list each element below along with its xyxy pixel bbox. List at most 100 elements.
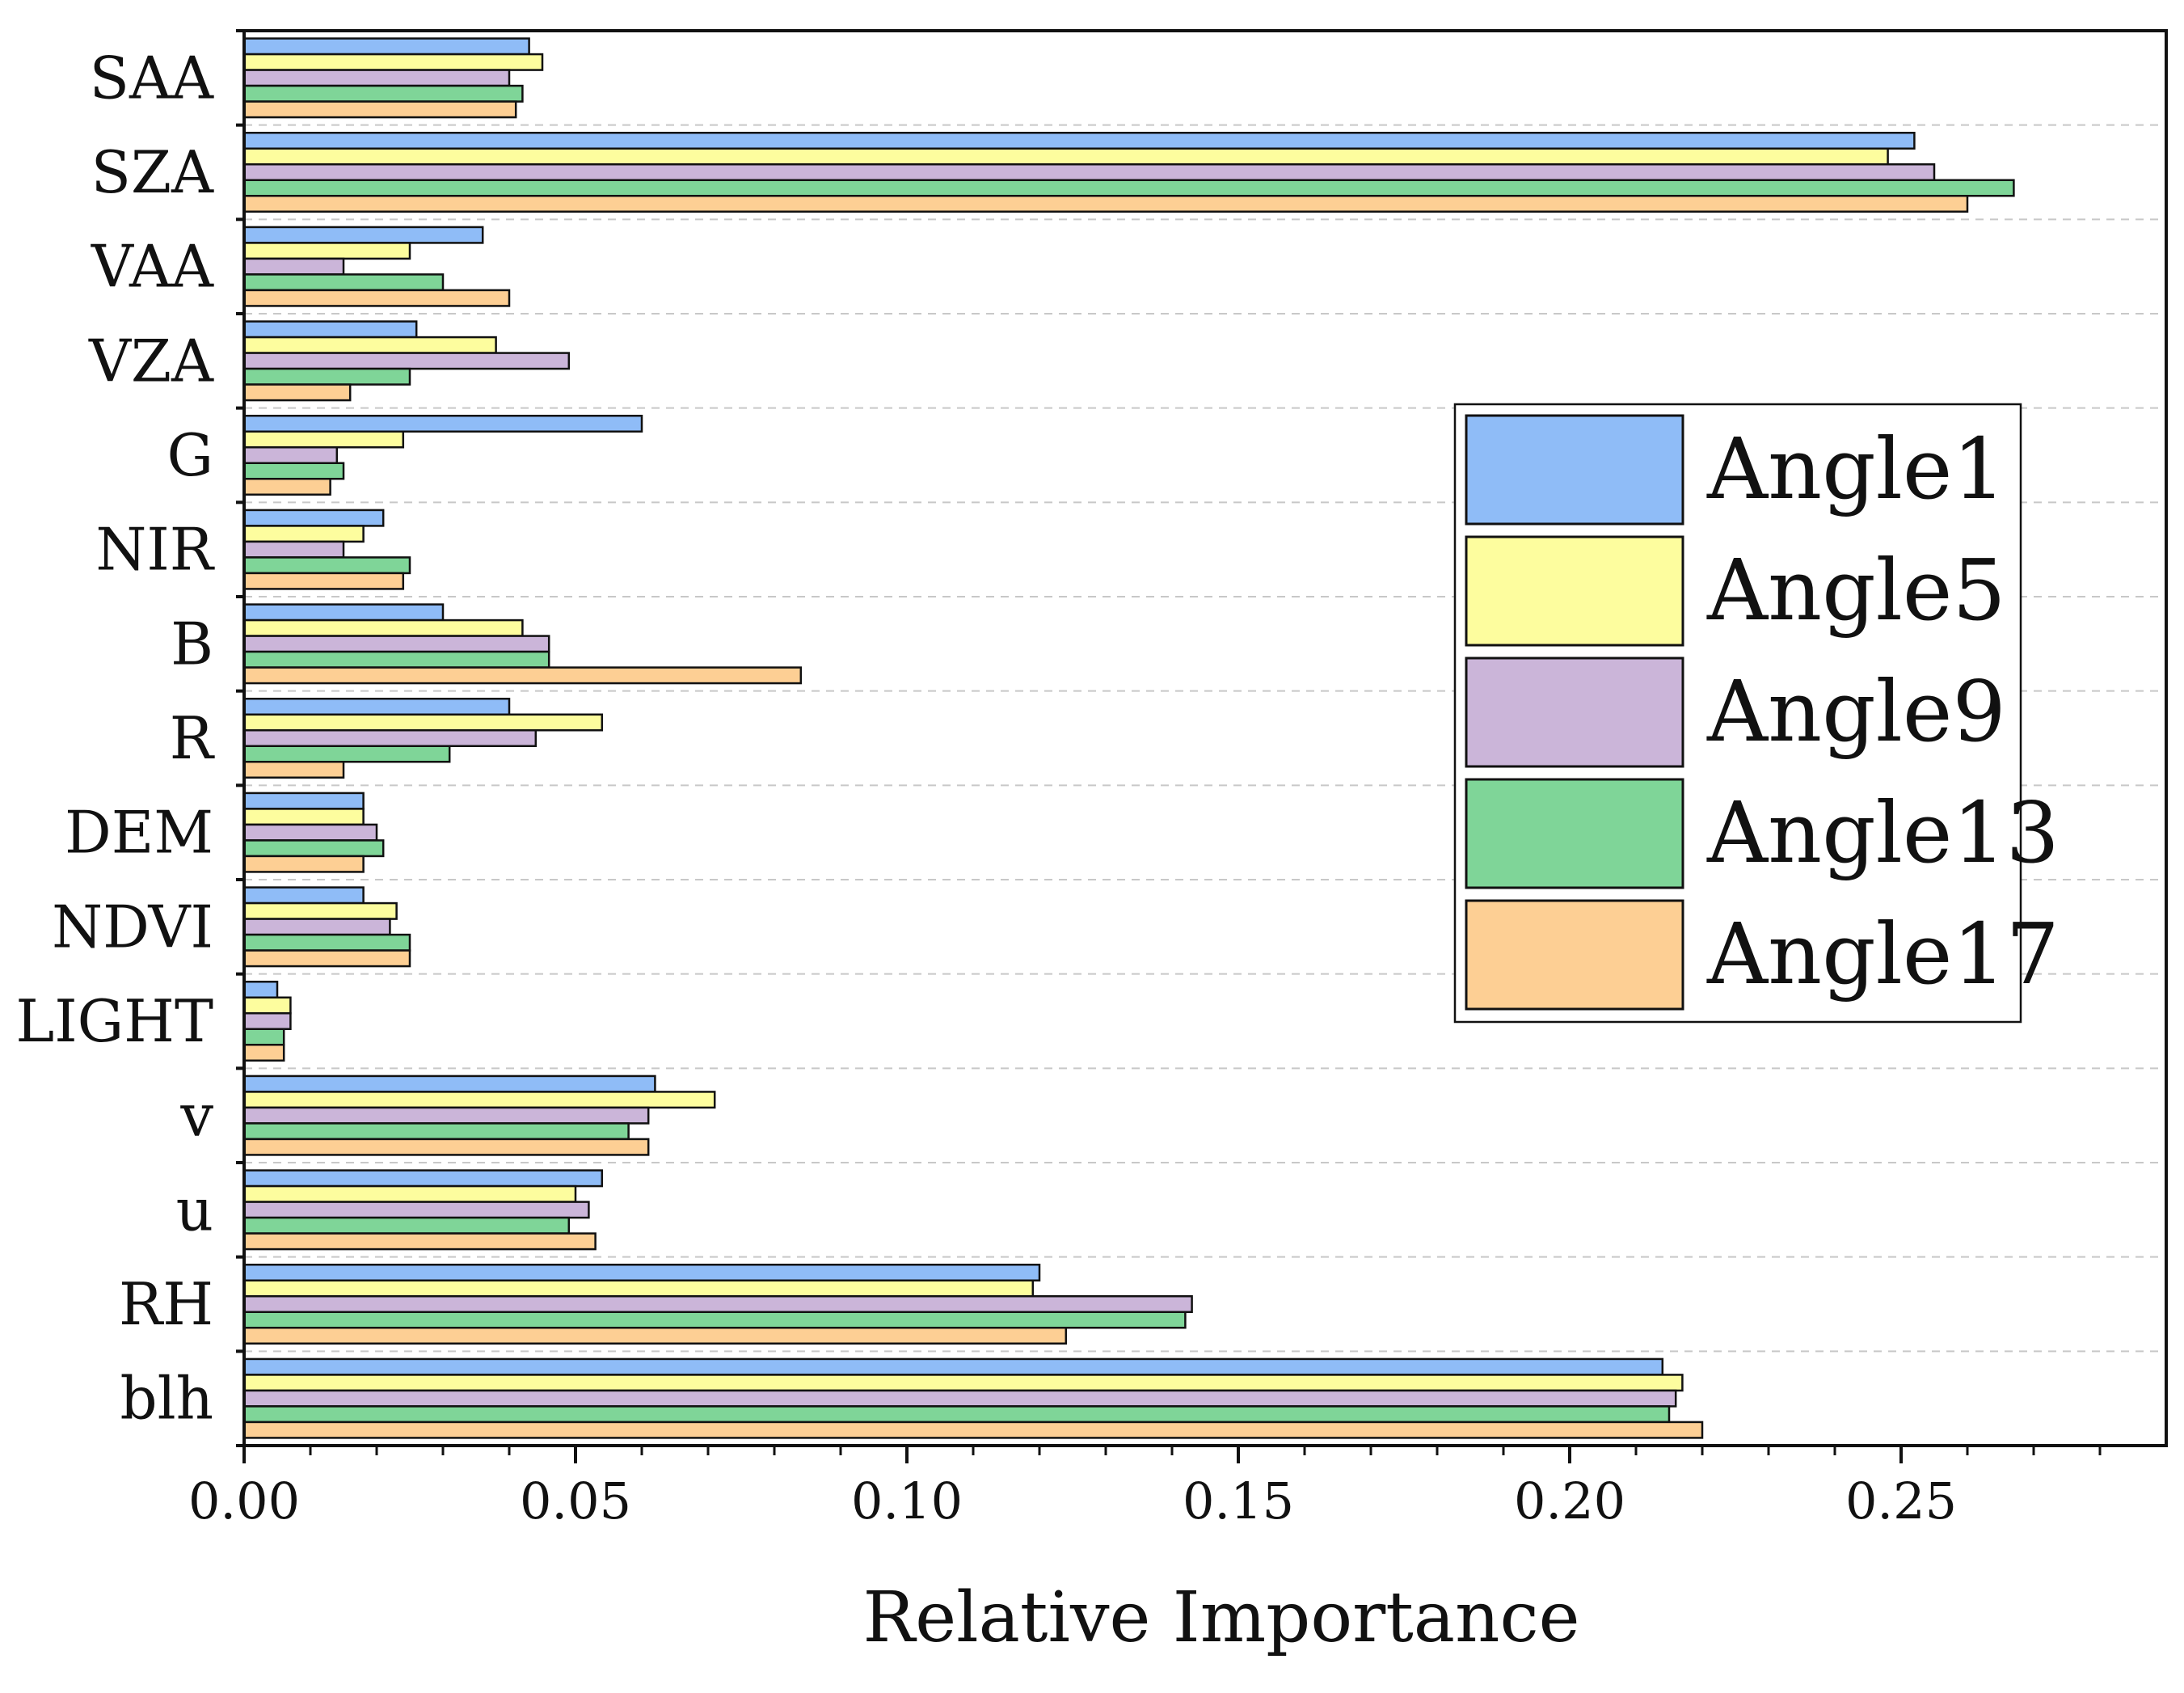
bar-nir-angle5: [242, 525, 365, 543]
bar-v-angle5: [242, 1091, 716, 1109]
legend-label-angle1: Angle1: [1706, 420, 2006, 518]
category-label-v: v: [179, 1082, 213, 1150]
category-label-saa: SAA: [90, 44, 214, 112]
bar-nir-angle17: [242, 572, 405, 590]
bar-saa-angle17: [242, 100, 517, 119]
bar-b-angle1: [242, 603, 445, 622]
bar-rh-angle17: [242, 1327, 1068, 1345]
legend-label-angle13: Angle13: [1706, 783, 2060, 882]
bar-light-angle1: [242, 981, 279, 998]
bar-u-angle17: [242, 1232, 597, 1251]
plot-frame: [242, 29, 2168, 1447]
bar-vza-angle1: [242, 320, 418, 339]
bar-vaa-angle13: [242, 273, 445, 292]
bar-b-angle5: [242, 619, 524, 637]
category-label-dem: DEM: [65, 799, 213, 867]
legend-swatch-angle1: [1465, 414, 1684, 526]
category-label-b: B: [171, 610, 213, 678]
bar-saa-angle5: [242, 53, 544, 71]
bar-r-angle9: [242, 729, 538, 747]
bar-v-angle17: [242, 1138, 650, 1156]
bar-dem-angle17: [242, 855, 365, 873]
category-label-rh: RH: [119, 1270, 213, 1338]
bar-blh-angle9: [242, 1389, 1677, 1408]
legend: Angle1 Angle5 Angle9 Angle13 Angle17: [1453, 403, 2060, 1024]
category-label-nir: NIR: [95, 516, 214, 584]
category-label-vza: VZA: [88, 327, 214, 395]
category-label-blh: blh: [120, 1365, 214, 1433]
legend-swatch-angle9: [1465, 657, 1684, 768]
bar-sza-angle17: [242, 195, 1969, 213]
bar-light-angle5: [242, 996, 292, 1015]
legend-label-angle9: Angle9: [1706, 662, 2006, 761]
legend-swatch-angle5: [1465, 535, 1684, 647]
category-label-sza: SZA: [91, 138, 214, 206]
bar-v-angle13: [242, 1122, 630, 1141]
bar-nir-angle1: [242, 509, 385, 527]
category-label-r: R: [170, 704, 215, 772]
x-axis-title: Relative Importance: [862, 1577, 1579, 1658]
category-label-ndvi: NDVI: [52, 893, 213, 960]
bar-light-angle9: [242, 1012, 292, 1030]
bar-r-angle5: [242, 713, 604, 732]
bar-u-angle1: [242, 1169, 604, 1188]
x-tick-label: 0.05: [520, 1471, 631, 1530]
bar-light-angle13: [242, 1028, 285, 1046]
bar-blh-angle17: [242, 1421, 1704, 1439]
bar-v-angle1: [242, 1074, 656, 1093]
bar-dem-angle1: [242, 792, 365, 810]
bar-r-angle17: [242, 761, 345, 779]
legend-swatch-angle13: [1465, 778, 1684, 889]
bar-ndvi-angle5: [242, 901, 398, 920]
bar-dem-angle9: [242, 823, 378, 842]
bar-vaa-angle5: [242, 242, 411, 260]
bar-ndvi-angle1: [242, 886, 365, 905]
bar-g-angle9: [242, 446, 339, 464]
bar-vaa-angle17: [242, 289, 511, 307]
bar-sza-angle1: [242, 132, 1916, 150]
bar-vza-angle17: [242, 383, 352, 402]
bar-b-angle17: [242, 666, 803, 685]
category-labels: SAA SZA VAA VZA G NIR BR DEM NDVI LIGHT vu RH blh: [15, 44, 214, 1432]
bar-dem-angle5: [242, 808, 365, 826]
bar-nir-angle9: [242, 540, 345, 559]
category-label-u: u: [176, 1176, 213, 1243]
legend-label-angle17: Angle17: [1706, 905, 2060, 1003]
x-tick-label: 0.15: [1183, 1471, 1294, 1530]
bar-vaa-angle1: [242, 226, 484, 244]
bar-ndvi-angle13: [242, 933, 411, 952]
bar-rh-angle1: [242, 1264, 1041, 1281]
bar-rh-angle13: [242, 1311, 1187, 1329]
bar-rh-angle9: [242, 1295, 1193, 1313]
x-tick-label: 0.20: [1514, 1471, 1625, 1530]
bar-nir-angle13: [242, 556, 411, 575]
bar-blh-angle1: [242, 1357, 1664, 1376]
x-tick-label: 0.10: [851, 1471, 963, 1530]
bar-vza-angle9: [242, 352, 571, 370]
category-label-light: LIGHT: [15, 987, 213, 1055]
bar-g-angle5: [242, 430, 405, 449]
bar-light-angle17: [242, 1044, 285, 1062]
bar-saa-angle13: [242, 84, 524, 103]
bar-rh-angle5: [242, 1279, 1035, 1298]
x-tick-label: 0.25: [1845, 1471, 1957, 1530]
bars: [242, 37, 2015, 1439]
x-tick-label: 0.00: [188, 1471, 300, 1530]
bar-dem-angle13: [242, 839, 385, 858]
bar-g-angle13: [242, 462, 345, 480]
bar-ndvi-angle9: [242, 918, 391, 936]
x-tick-labels: 0.00 0.05 0.10 0.15 0.20 0.25: [188, 1471, 1957, 1530]
bar-v-angle9: [242, 1106, 650, 1125]
category-label-g: G: [167, 421, 213, 489]
bar-u-angle13: [242, 1216, 571, 1235]
bar-blh-angle13: [242, 1405, 1671, 1424]
bar-vaa-angle9: [242, 257, 345, 276]
bar-sza-angle9: [242, 163, 1936, 181]
bar-r-angle1: [242, 698, 511, 716]
category-label-vaa: VAA: [91, 233, 214, 301]
legend-swatch-angle17: [1465, 899, 1684, 1011]
bar-sza-angle5: [242, 147, 1889, 166]
bar-saa-angle1: [242, 37, 530, 56]
